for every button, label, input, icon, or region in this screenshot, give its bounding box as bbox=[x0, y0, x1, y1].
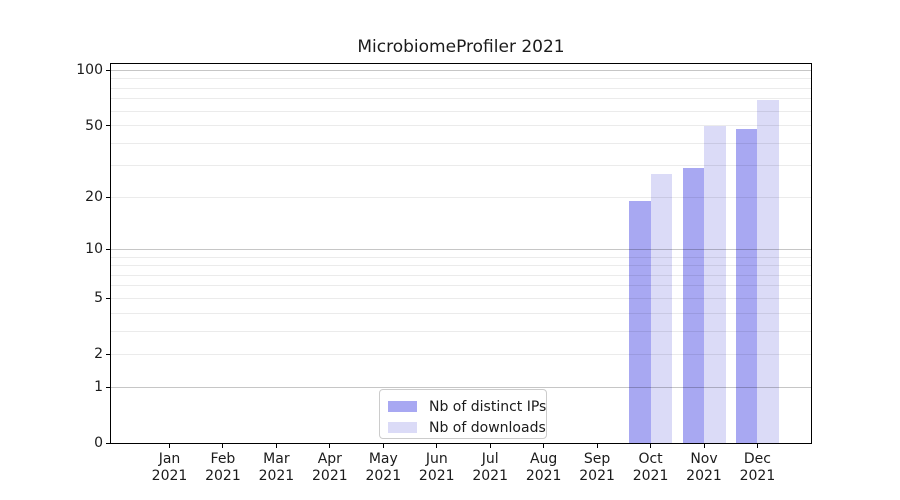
y-tick-5 bbox=[106, 297, 110, 299]
x-tick-apr-2021 bbox=[329, 444, 331, 448]
legend-item-distinct-ips: Nb of distinct IPs bbox=[388, 396, 546, 417]
x-tick-label-line: 2021 bbox=[151, 467, 188, 484]
bar-nov-2021-nb-of-downloads bbox=[704, 125, 726, 443]
x-tick-label-line: Sep bbox=[583, 451, 611, 467]
y-tick-2 bbox=[106, 353, 110, 355]
x-tick-label-feb-2021: Feb 2021 bbox=[192, 451, 254, 484]
x-tick-label-jan-2021: Jan 2021 bbox=[139, 451, 201, 484]
x-tick-nov-2021 bbox=[703, 444, 705, 448]
y-tick-1 bbox=[106, 386, 110, 388]
x-tick-label-dec-2021: Dec 2021 bbox=[726, 451, 788, 484]
y-tick-label-50: 50 bbox=[85, 117, 103, 134]
legend-swatch-distinct-ips bbox=[388, 401, 417, 412]
x-tick-label-line: 2021 bbox=[472, 467, 508, 484]
x-tick-label-may-2021: May 2021 bbox=[352, 451, 414, 484]
x-tick-label-jul-2021: Jul 2021 bbox=[459, 451, 521, 484]
y-tick-label-100: 100 bbox=[76, 62, 103, 79]
bar-nov-2021-nb-of-distinct-ips bbox=[682, 168, 704, 443]
bar-dec-2021-nb-of-distinct-ips bbox=[735, 128, 758, 443]
gridline-minor-70 bbox=[111, 98, 811, 100]
x-tick-label-line: 2021 bbox=[579, 467, 615, 484]
x-tick-jun-2021 bbox=[436, 444, 438, 448]
x-tick-jul-2021 bbox=[489, 444, 491, 448]
y-tick-100 bbox=[106, 69, 110, 71]
x-tick-label-line: 2021 bbox=[739, 467, 776, 484]
plot-area: Nb of distinct IPs Nb of downloads 0 1 2 5 1… bbox=[76, 62, 812, 484]
x-tick-label-line: 2021 bbox=[205, 467, 241, 484]
legend-label-downloads: Nb of downloads bbox=[429, 419, 546, 436]
x-tick-aug-2021 bbox=[543, 444, 545, 448]
x-tick-label-line: 2021 bbox=[632, 467, 669, 484]
legend-swatch-downloads bbox=[388, 422, 417, 433]
x-tick-label-line: Feb bbox=[210, 451, 236, 467]
x-tick-label-line: Aug bbox=[529, 451, 558, 467]
bar-oct-2021-nb-of-distinct-ips bbox=[629, 201, 651, 443]
y-tick-50 bbox=[106, 125, 110, 127]
y-tick-label-2: 2 bbox=[94, 346, 103, 363]
x-tick-label-line: 2021 bbox=[365, 467, 402, 484]
x-tick-label-line: Oct bbox=[638, 451, 663, 467]
x-tick-dec-2021 bbox=[756, 444, 758, 448]
chart-title: MicrobiomeProfiler 2021 bbox=[357, 37, 565, 57]
y-tick-label-1: 1 bbox=[94, 379, 103, 396]
y-tick-label-20: 20 bbox=[85, 189, 103, 206]
x-tick-feb-2021 bbox=[222, 444, 224, 448]
bar-dec-2021-nb-of-downloads bbox=[757, 99, 779, 443]
x-tick-label-line: Jun bbox=[425, 451, 448, 467]
x-tick-label-line: 2021 bbox=[686, 467, 722, 484]
legend-item-downloads: Nb of downloads bbox=[388, 417, 546, 438]
y-tick-0 bbox=[106, 442, 110, 444]
x-tick-label-line: 2021 bbox=[312, 467, 348, 484]
x-tick-label-line: Nov bbox=[690, 451, 718, 467]
x-tick-label-line: Mar bbox=[263, 451, 290, 467]
y-tick-label-0: 0 bbox=[94, 435, 103, 451]
x-tick-label-nov-2021: Nov 2021 bbox=[673, 451, 735, 484]
gridline-minor-90 bbox=[111, 78, 811, 80]
x-tick-label-mar-2021: Mar 2021 bbox=[245, 451, 307, 484]
x-tick-label-aug-2021: Aug 2021 bbox=[513, 451, 575, 484]
x-tick-label-oct-2021: Oct 2021 bbox=[620, 451, 682, 484]
x-tick-label-line: Jul bbox=[481, 451, 499, 467]
y-tick-label-10: 10 bbox=[85, 241, 103, 258]
gridline-minor-60 bbox=[111, 110, 811, 112]
x-tick-label-apr-2021: Apr 2021 bbox=[299, 451, 361, 484]
legend-label-distinct-ips: Nb of distinct IPs bbox=[429, 398, 547, 415]
x-tick-label-line: Apr bbox=[317, 451, 342, 467]
x-tick-label-line: Jan bbox=[158, 451, 181, 467]
x-tick-may-2021 bbox=[382, 444, 384, 448]
x-tick-label-line: 2021 bbox=[418, 467, 455, 484]
x-tick-label-jun-2021: Jun 2021 bbox=[406, 451, 468, 484]
x-tick-label-sep-2021: Sep 2021 bbox=[566, 451, 628, 484]
y-tick-label-5: 5 bbox=[94, 290, 103, 307]
gridline-minor-80 bbox=[111, 87, 811, 89]
legend: Nb of distinct IPs Nb of downloads bbox=[379, 389, 547, 439]
bar-oct-2021-nb-of-downloads bbox=[650, 173, 673, 443]
x-tick-label-line: Dec bbox=[743, 451, 771, 467]
y-tick-20 bbox=[106, 196, 110, 198]
x-tick-mar-2021 bbox=[275, 444, 277, 448]
x-tick-label-line: 2021 bbox=[525, 467, 562, 484]
x-tick-label-line: 2021 bbox=[258, 467, 295, 484]
x-tick-label-line: May bbox=[368, 451, 398, 467]
y-tick-10 bbox=[106, 248, 110, 250]
x-tick-oct-2021 bbox=[650, 444, 652, 448]
gridline-major-100 bbox=[111, 69, 811, 71]
x-tick-sep-2021 bbox=[596, 444, 598, 448]
x-tick-jan-2021 bbox=[169, 444, 170, 448]
